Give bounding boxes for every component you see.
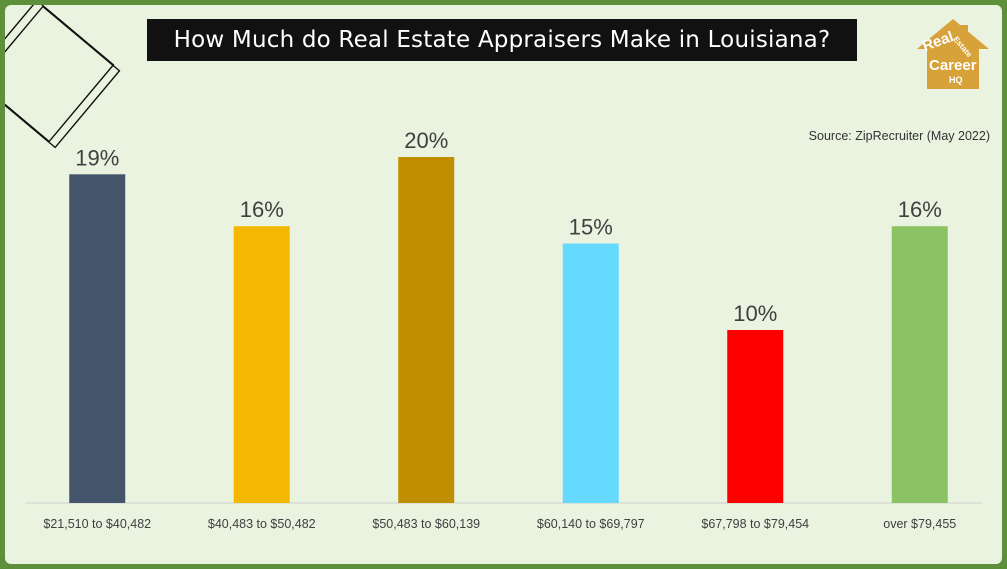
bar-3 xyxy=(398,157,455,503)
bar-1 xyxy=(69,174,126,504)
bar-5 xyxy=(727,330,784,503)
data-labels-group: 19% 16% 20% 15% 10% 16% xyxy=(75,128,942,326)
source-note: Source: ZipRecruiter (May 2022) xyxy=(808,129,990,143)
chart-panel: How Much do Real Estate Appraisers Make … xyxy=(5,5,1002,564)
bars-group xyxy=(69,157,948,504)
data-label-3: 20% xyxy=(404,128,448,153)
bar-6 xyxy=(891,226,948,503)
x-tick-label-5: $67,798 to $79,454 xyxy=(701,517,809,531)
x-tick-label-3: $50,483 to $60,139 xyxy=(372,517,480,531)
data-label-4: 15% xyxy=(569,215,613,240)
svg-text:HQ: HQ xyxy=(949,75,963,85)
x-tick-label-4: $60,140 to $69,797 xyxy=(537,517,645,531)
page-title: How Much do Real Estate Appraisers Make … xyxy=(173,27,831,53)
data-label-2: 16% xyxy=(240,197,284,222)
x-tick-labels-group: $21,510 to $40,482 $40,483 to $50,482 $50,… xyxy=(43,517,956,531)
bar-2 xyxy=(233,226,290,503)
x-tick-label-6: over $79,455 xyxy=(883,517,956,531)
real-estate-career-hq-logo: Real Estate Career HQ xyxy=(917,19,989,89)
svg-text:Career: Career xyxy=(929,57,977,74)
bar-chart: 19% 16% 20% 15% 10% 16% $21,510 to $40,482 $40… xyxy=(25,128,982,531)
x-tick-label-1: $21,510 to $40,482 xyxy=(43,517,151,531)
title-banner: How Much do Real Estate Appraisers Make … xyxy=(147,19,857,61)
decorative-squares xyxy=(5,5,121,149)
data-label-5: 10% xyxy=(733,301,777,326)
data-label-1: 19% xyxy=(75,145,119,170)
x-tick-label-2: $40,483 to $50,482 xyxy=(208,517,316,531)
bar-4 xyxy=(562,243,619,503)
data-label-6: 16% xyxy=(898,197,942,222)
